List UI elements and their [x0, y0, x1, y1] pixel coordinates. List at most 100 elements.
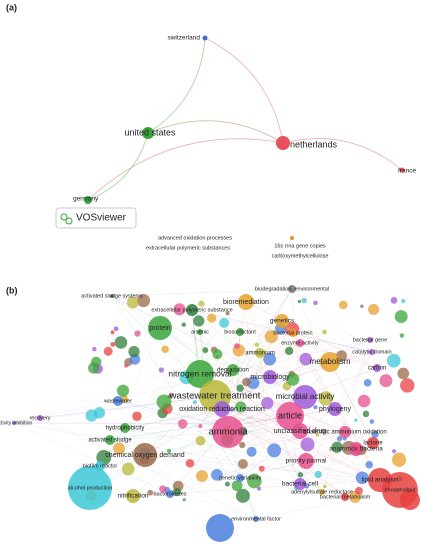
- node: [211, 469, 223, 481]
- node: [247, 473, 262, 489]
- node: [161, 345, 169, 353]
- node: [264, 330, 278, 344]
- node: [197, 329, 203, 335]
- node: [88, 362, 100, 374]
- node: [363, 379, 372, 387]
- node: [116, 384, 130, 397]
- logo-icon: [65, 217, 73, 225]
- node: [206, 514, 234, 542]
- node-label: oxidation reduction reaction: [179, 406, 265, 413]
- node: [369, 419, 375, 424]
- node: [256, 486, 262, 491]
- node: [192, 400, 197, 405]
- node: [275, 314, 289, 328]
- logo: VOSviewer: [55, 207, 137, 229]
- node: [238, 294, 254, 310]
- node: [236, 328, 244, 336]
- node-label: arsenic: [191, 329, 209, 335]
- node: [373, 364, 381, 372]
- node: [300, 437, 315, 452]
- node: [142, 127, 154, 139]
- node-label: nitrogen removal: [168, 368, 231, 378]
- node: [357, 394, 371, 408]
- node: [288, 285, 296, 293]
- logo-text: VOSviewer: [76, 213, 127, 224]
- node-label: chemical oxygen demand: [105, 452, 184, 459]
- node-label: bacterial cell: [282, 481, 319, 488]
- node: [341, 493, 349, 501]
- node: [386, 353, 401, 368]
- node: [322, 329, 327, 335]
- node: [301, 297, 307, 304]
- edge: [204, 37, 284, 144]
- node: [314, 470, 322, 479]
- node: [394, 310, 408, 324]
- node: [133, 443, 157, 467]
- node: [12, 421, 16, 425]
- edge: [169, 415, 291, 495]
- edge: [111, 295, 291, 417]
- node: [214, 401, 230, 417]
- node: [362, 410, 370, 418]
- node: [202, 35, 208, 41]
- node: [186, 304, 198, 316]
- edge: [282, 138, 403, 171]
- edge: [321, 339, 371, 493]
- node: [365, 460, 373, 469]
- edge: [87, 132, 149, 201]
- node-label: lipid analysis: [362, 477, 400, 484]
- node: [263, 370, 277, 384]
- node-label: degradation: [217, 368, 249, 374]
- edge: [329, 361, 374, 444]
- node: [349, 442, 363, 456]
- node: [195, 435, 206, 446]
- edge: [144, 331, 241, 456]
- node: [258, 465, 265, 472]
- edge: [111, 295, 271, 378]
- edge: [169, 431, 346, 495]
- edge: [239, 408, 336, 479]
- node-label: bacterial gene: [353, 337, 388, 343]
- node: [318, 391, 333, 406]
- node: [126, 489, 140, 503]
- node: [224, 481, 230, 487]
- edge: [147, 120, 284, 144]
- node: [202, 347, 209, 354]
- node: [193, 315, 205, 327]
- edge: [13, 395, 216, 424]
- node: [113, 326, 119, 332]
- node-label: genetic variability: [219, 475, 261, 481]
- edge: [13, 332, 294, 424]
- node: [355, 471, 369, 485]
- node-label: united states: [124, 127, 176, 137]
- node-label: unclassified drug: [274, 428, 327, 435]
- edge: [13, 422, 171, 495]
- edge: [329, 361, 401, 491]
- node: [276, 402, 304, 430]
- note: extracellular polymeric substances: [146, 245, 230, 251]
- node-label: bioremediation: [223, 299, 269, 306]
- node: [68, 466, 112, 510]
- node: [331, 441, 343, 453]
- node: [37, 415, 43, 421]
- node: [237, 459, 248, 469]
- edge: [132, 409, 228, 497]
- node: [354, 486, 363, 495]
- node: [234, 343, 240, 349]
- node-label: phospholipid: [385, 487, 416, 493]
- node: [166, 490, 174, 498]
- edge: [159, 327, 301, 485]
- node: [319, 489, 325, 495]
- node: [136, 294, 151, 308]
- node: [148, 316, 172, 340]
- node: [294, 478, 306, 490]
- edge: [281, 320, 291, 417]
- node: [156, 394, 172, 410]
- node: [391, 449, 397, 454]
- edge: [89, 408, 223, 489]
- edge: [304, 396, 374, 444]
- node: [186, 360, 214, 388]
- edge: [245, 301, 378, 369]
- node: [158, 367, 165, 373]
